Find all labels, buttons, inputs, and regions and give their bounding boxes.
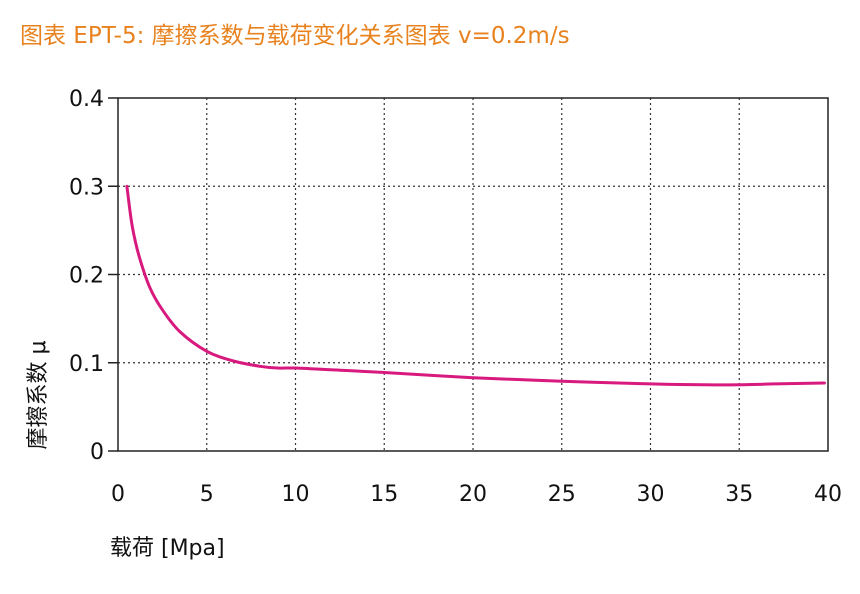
grid-lines	[118, 98, 828, 451]
x-tick-label: 30	[637, 482, 665, 507]
chart-title: 图表 EPT-5: 摩擦系数与载荷变化关系图表 v=0.2m/s	[20, 23, 570, 49]
x-axis-ticks: 0 5 10 15 20 25 30 35 40	[111, 482, 842, 507]
x-tick-label: 15	[370, 482, 398, 507]
y-tick-label: 0.4	[69, 87, 104, 112]
y-axis-ticks: 0 0.1 0.2 0.3 0.4	[69, 87, 118, 465]
x-tick-label: 35	[725, 482, 753, 507]
x-tick-label: 25	[548, 482, 576, 507]
x-tick-label: 10	[282, 482, 310, 507]
x-tick-label: 20	[459, 482, 487, 507]
x-axis-label: 载荷 [Mpa]	[110, 536, 225, 561]
x-tick-label: 40	[814, 482, 842, 507]
x-tick-label: 0	[111, 482, 125, 507]
x-tick-label: 5	[200, 482, 214, 507]
y-tick-label: 0.3	[69, 175, 104, 200]
y-axis-label: 摩擦系数 μ	[26, 341, 51, 450]
series-group	[125, 184, 826, 387]
series-line-0	[125, 184, 826, 387]
y-tick-label: 0.1	[69, 352, 104, 377]
y-tick-label: 0.2	[69, 264, 104, 289]
y-tick-label: 0	[90, 440, 104, 465]
